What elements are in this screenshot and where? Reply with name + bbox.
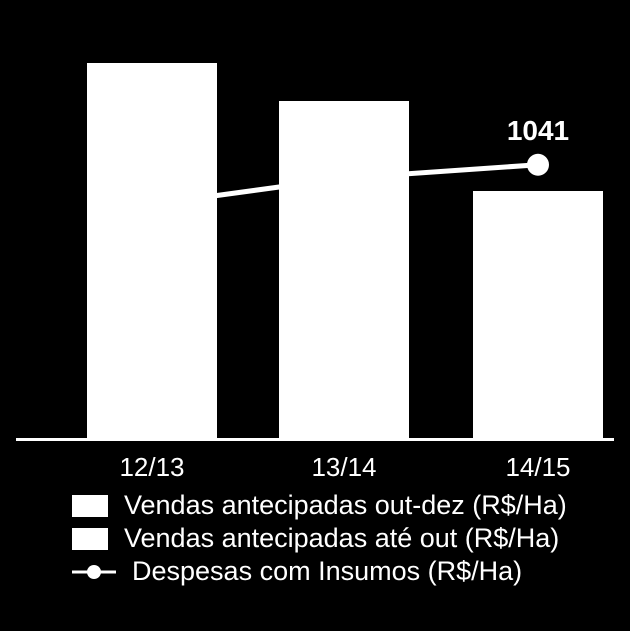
bar-12-13 [87, 63, 217, 438]
x-axis-line [16, 438, 614, 441]
legend: Vendas antecipadas out-dez (R$/Ha)Vendas… [72, 490, 567, 589]
x-tick-label: 13/14 [264, 452, 424, 483]
x-tick-label: 14/15 [458, 452, 618, 483]
x-tick-label: 12/13 [72, 452, 232, 483]
series-swatch-icon [72, 528, 108, 550]
plot-area [36, 18, 606, 438]
series-swatch-icon [72, 495, 108, 517]
line-last-value-label: 1041 [478, 115, 598, 147]
chart-container: 12/13 13/14 14/15 Vendas antecipadas out-d… [0, 0, 630, 631]
legend-label: Vendas antecipadas out-dez (R$/Ha) [124, 490, 567, 521]
bar-13-14 [279, 101, 409, 438]
legend-item: Vendas antecipadas out-dez (R$/Ha) [72, 490, 567, 521]
line-marker-icon [72, 561, 116, 583]
legend-label: Vendas antecipadas até out (R$/Ha) [124, 523, 559, 554]
bar-14-15 [473, 191, 603, 438]
legend-label: Despesas com Insumos (R$/Ha) [132, 556, 522, 587]
legend-item: Despesas com Insumos (R$/Ha) [72, 556, 567, 587]
legend-item: Vendas antecipadas até out (R$/Ha) [72, 523, 567, 554]
